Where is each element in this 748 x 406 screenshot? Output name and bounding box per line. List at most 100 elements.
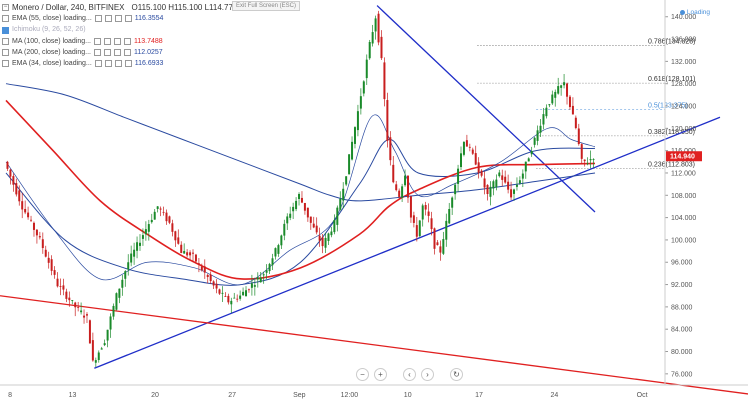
- candle-body: [159, 208, 162, 210]
- candle-body: [53, 270, 56, 275]
- eye-icon[interactable]: [94, 37, 101, 45]
- collapse-icon[interactable]: −: [2, 4, 9, 12]
- candle-body: [35, 229, 38, 236]
- indicator-row-ma100[interactable]: MA (100, close) loading... 113.7488: [2, 36, 274, 47]
- indicator-line[interactable]: [5, 138, 596, 286]
- price-axis: 140.000 136.000 132.000 128.000 124.000 120.0…: [665, 14, 702, 378]
- candle-body: [6, 161, 9, 169]
- gear-icon[interactable]: [104, 48, 111, 56]
- indicator-value: 116.3554: [134, 15, 164, 23]
- candle-body: [339, 198, 342, 210]
- scroll-left-button[interactable]: ‹: [403, 368, 416, 381]
- candle-body: [377, 13, 380, 43]
- settings-icon[interactable]: [2, 26, 9, 34]
- candle-body: [171, 223, 174, 232]
- candle-body: [74, 302, 77, 308]
- candle-body: [368, 42, 371, 59]
- settings-icon[interactable]: [2, 60, 9, 68]
- candle-body: [242, 291, 245, 296]
- candle-body: [9, 169, 12, 177]
- indicator-row-ichimoku[interactable]: Ichimoku (9, 26, 52, 26): [2, 24, 274, 35]
- candle-body: [542, 114, 545, 125]
- eye-icon[interactable]: [94, 48, 101, 56]
- indicator-row-ema34[interactable]: EMA (34, close) loading... 116.6933: [2, 58, 274, 69]
- candle-body: [401, 186, 404, 198]
- candle-body: [513, 189, 516, 194]
- candle-body: [71, 300, 74, 302]
- candle-body: [212, 281, 215, 286]
- candle-body: [333, 219, 336, 233]
- settings-icon[interactable]: [2, 15, 9, 23]
- indicator-label: EMA (55, close) loading...: [12, 15, 92, 23]
- candle-body: [580, 144, 583, 159]
- candle-body: [489, 186, 492, 197]
- indicator-line[interactable]: [5, 83, 596, 202]
- indicator-row-ma200[interactable]: MA (200, close) loading... 112.0257: [2, 47, 274, 58]
- indicator-line[interactable]: [5, 114, 596, 286]
- zoom-out-button[interactable]: −: [356, 368, 369, 381]
- candle-body: [442, 239, 445, 254]
- candle-body: [353, 127, 356, 144]
- time-tick-label: 24: [550, 392, 558, 399]
- candle-body: [577, 128, 580, 145]
- candle-body: [236, 298, 239, 300]
- candle-body: [330, 231, 333, 236]
- candle-body: [165, 212, 168, 222]
- indicator-label: MA (200, close) loading...: [12, 48, 91, 56]
- reset-chart-button[interactable]: ↻: [450, 368, 463, 381]
- eye-icon[interactable]: [94, 15, 102, 23]
- candle-body: [56, 278, 59, 287]
- time-tick-label: 13: [69, 392, 77, 399]
- eye-icon[interactable]: [94, 60, 102, 68]
- gear-icon[interactable]: [104, 37, 111, 45]
- more-icon[interactable]: [124, 48, 131, 56]
- candle-body: [277, 245, 280, 254]
- candle-body: [336, 207, 339, 225]
- candle-body: [521, 173, 524, 179]
- zoom-in-button[interactable]: +: [374, 368, 387, 381]
- settings-icon[interactable]: [2, 48, 9, 56]
- candle-body: [406, 175, 409, 198]
- candle-body: [474, 153, 477, 165]
- trendline[interactable]: [0, 295, 748, 395]
- indicator-value: 112.0257: [134, 48, 163, 56]
- more-icon[interactable]: [124, 60, 132, 68]
- trendline[interactable]: [376, 5, 596, 213]
- more-icon[interactable]: [124, 15, 132, 23]
- candle-body: [256, 277, 259, 280]
- candle-body: [118, 288, 121, 298]
- loading-indicator: Loading: [679, 9, 710, 16]
- price-tick-label: 76.000: [671, 371, 693, 378]
- candle-body: [480, 170, 483, 176]
- candle-body: [515, 184, 518, 187]
- indicator-line[interactable]: [5, 99, 596, 280]
- gear-icon[interactable]: [104, 60, 112, 68]
- candle-body: [495, 179, 498, 188]
- fib-level-label: 0.236(112.803): [648, 161, 695, 168]
- close-icon[interactable]: [114, 15, 122, 23]
- candle-body: [568, 96, 571, 108]
- exit-fullscreen-button[interactable]: Exit Full Screen (ESC): [232, 1, 301, 11]
- settings-icon[interactable]: [2, 37, 9, 45]
- close-icon[interactable]: [114, 48, 121, 56]
- trendline[interactable]: [94, 116, 721, 369]
- candle-body: [309, 216, 312, 223]
- indicator-label: MA (100, close) loading...: [12, 37, 91, 45]
- candle-body: [200, 266, 203, 271]
- candle-body: [271, 258, 274, 266]
- gear-icon[interactable]: [104, 15, 112, 23]
- candle-body: [300, 197, 303, 203]
- close-icon[interactable]: [114, 37, 121, 45]
- scroll-right-button[interactable]: ›: [421, 368, 434, 381]
- close-icon[interactable]: [114, 60, 122, 68]
- candle-body: [265, 270, 268, 273]
- candle-body: [436, 242, 439, 246]
- indicator-row-ema55[interactable]: EMA (55, close) loading... 116.3554: [2, 13, 274, 24]
- candle-body: [280, 235, 283, 246]
- price-tick-label: 112.000: [671, 170, 696, 177]
- more-icon[interactable]: [124, 37, 131, 45]
- candle-body: [465, 140, 468, 147]
- price-tick-label: 104.000: [671, 215, 696, 222]
- candle-body: [433, 228, 436, 249]
